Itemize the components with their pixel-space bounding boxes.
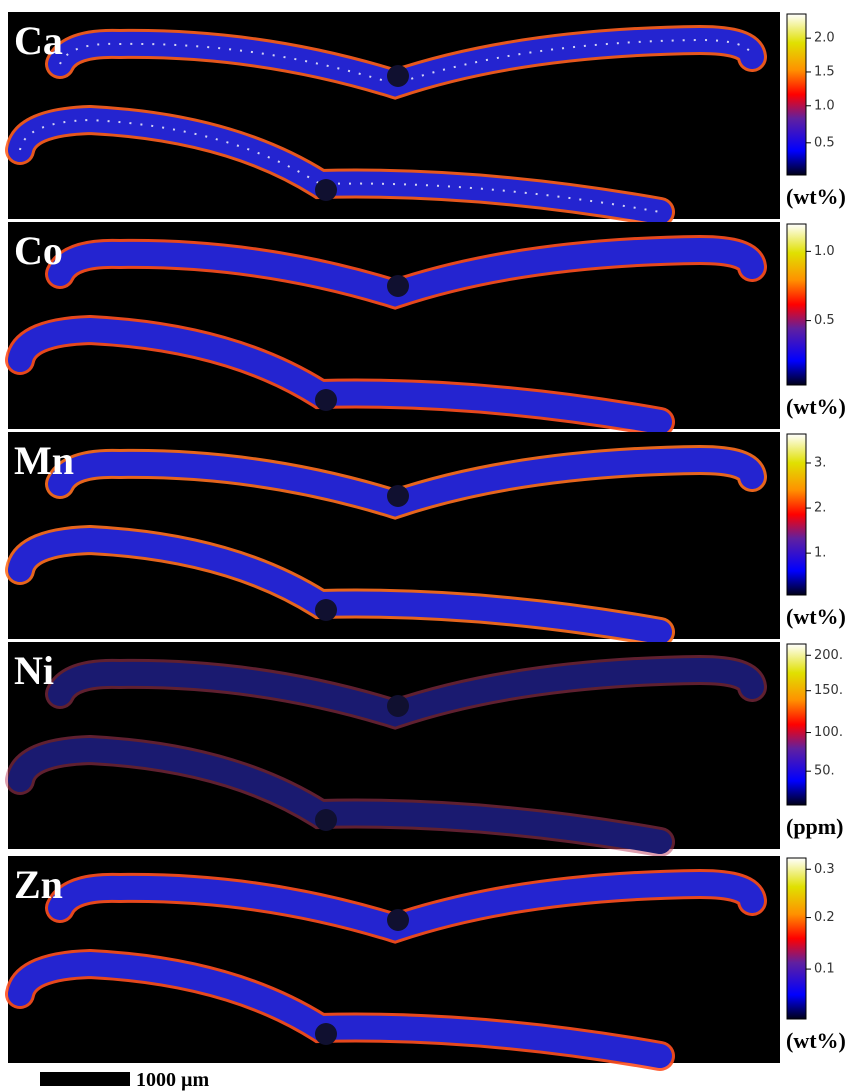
- colorbar-tick-label: 1.: [814, 546, 826, 561]
- junction: [387, 65, 409, 87]
- unit-label: (wt%): [786, 394, 846, 419]
- panel: Co 1.0 0.5 (wt%): [5, 222, 846, 437]
- scale-bar-label: 1000 µm: [136, 1069, 210, 1091]
- colorbar-tick-label: 1.5: [814, 64, 835, 79]
- shell: [8, 737, 672, 854]
- colorbar-tick-label: 100.: [814, 725, 843, 740]
- shell: [8, 317, 672, 434]
- colorbar-tick-label: 1.0: [814, 244, 835, 259]
- colorbar-tick-label: 200.: [814, 648, 843, 663]
- colorbar: [786, 433, 807, 596]
- scale-bar: [40, 1072, 130, 1086]
- colorbar-tick-label: 0.2: [814, 910, 835, 925]
- colorbar: [786, 857, 807, 1020]
- colorbar: [786, 13, 807, 176]
- colorbar-tick-label: 1.0: [814, 98, 835, 113]
- shell-speckle: [19, 118, 661, 213]
- shell: [8, 951, 672, 1068]
- shell-speckle: [59, 38, 753, 86]
- colorbar-tick-label: 3.: [814, 455, 826, 470]
- unit-label: (wt%): [786, 184, 846, 209]
- panel: Mn 3. 2. 1. (wt%): [5, 432, 846, 647]
- junction: [387, 909, 409, 931]
- colorbar: [786, 223, 807, 386]
- element-label: Ca: [14, 18, 63, 63]
- colorbar-tick-label: 0.5: [814, 313, 835, 328]
- colorbar-tick-label: 0.5: [814, 135, 835, 150]
- unit-label: (ppm): [786, 814, 843, 839]
- colorbar: [786, 643, 807, 806]
- element-label: Mn: [14, 438, 74, 483]
- shell: [8, 527, 672, 644]
- junction: [315, 599, 337, 621]
- element-label: Co: [14, 228, 63, 273]
- panel: Ni 200. 150. 100. 50. (ppm): [5, 642, 843, 857]
- panel: Ca 2.0 1.5 1.0 0.5 (wt%): [5, 12, 846, 227]
- element-label: Zn: [14, 862, 63, 907]
- colorbar-tick-label: 0.1: [814, 962, 835, 977]
- unit-label: (wt%): [786, 604, 846, 629]
- junction: [387, 695, 409, 717]
- colorbar-tick-label: 2.: [814, 501, 826, 516]
- colorbar-tick-label: 150.: [814, 683, 843, 698]
- junction: [315, 809, 337, 831]
- junction: [387, 485, 409, 507]
- unit-label: (wt%): [786, 1028, 846, 1053]
- junction: [315, 389, 337, 411]
- junction: [387, 275, 409, 297]
- colorbar-tick-label: 50.: [814, 764, 835, 779]
- junction: [315, 1023, 337, 1045]
- element-label: Ni: [14, 648, 54, 693]
- panel: Zn 0.3 0.2 0.1 (wt%): [5, 856, 846, 1071]
- colorbar-tick-label: 2.0: [814, 31, 835, 46]
- junction: [315, 179, 337, 201]
- colorbar-tick-label: 0.3: [814, 862, 835, 877]
